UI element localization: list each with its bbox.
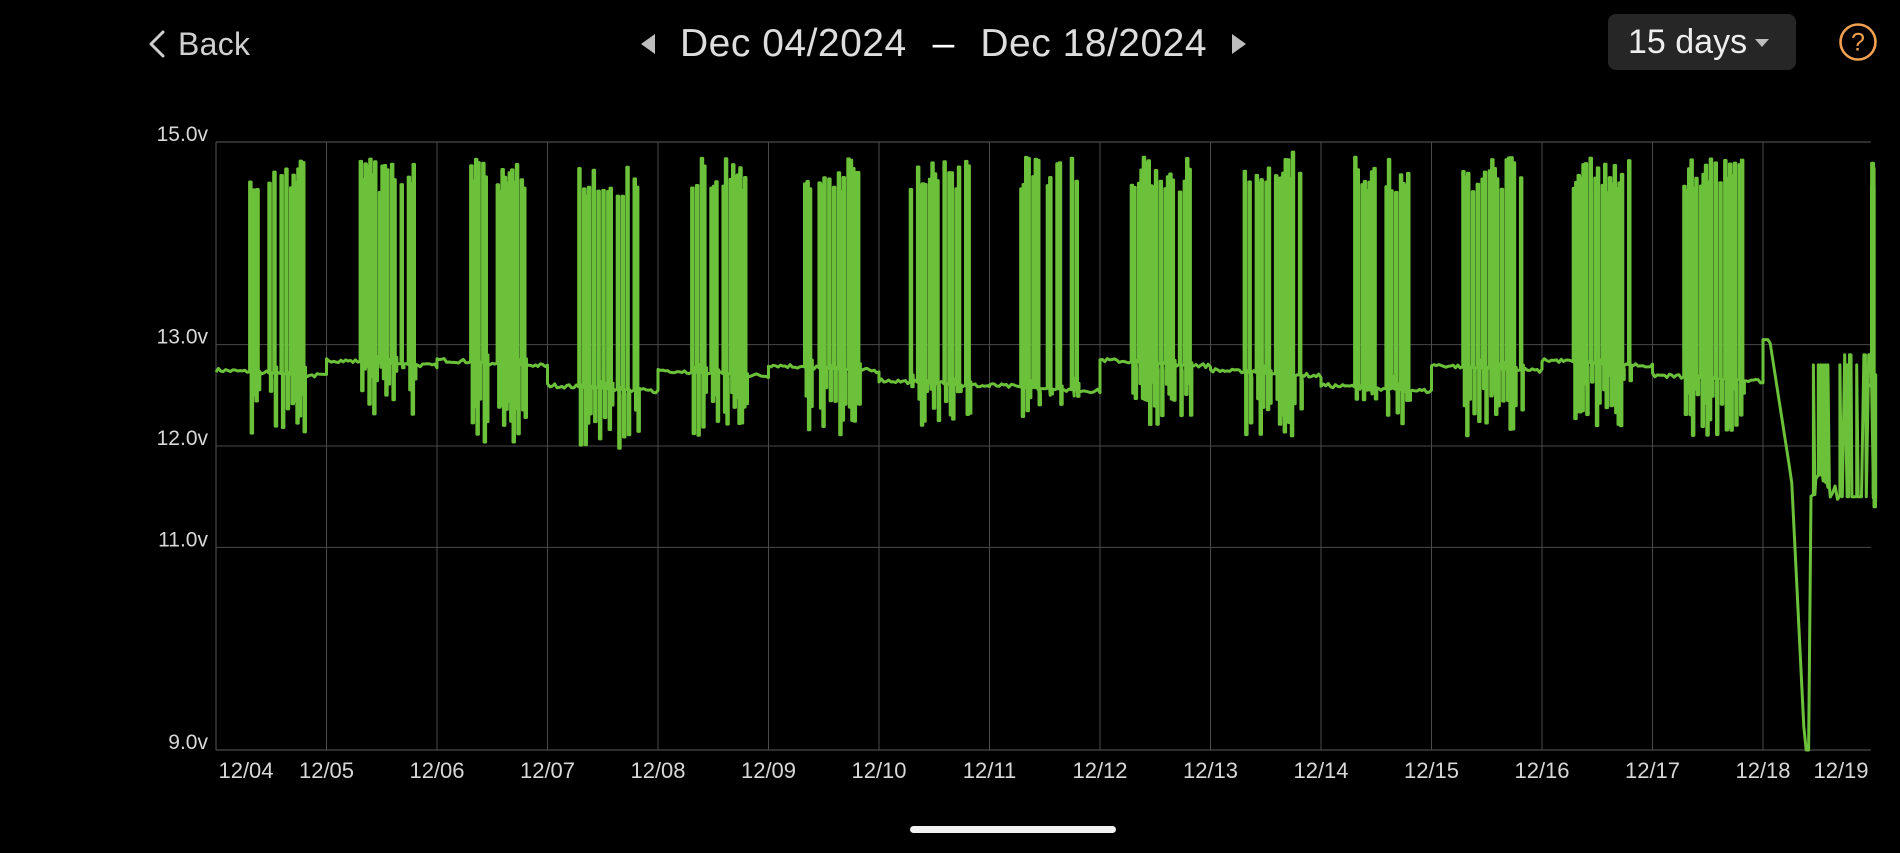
y-tick-label: 13.0v [157, 326, 209, 349]
help-button[interactable]: ? [1838, 22, 1878, 62]
range-separator: – [932, 22, 955, 65]
x-tick-label: 12/05 [299, 758, 354, 783]
grid-layer [215, 141, 1871, 751]
voltage-series-line [214, 150, 1878, 752]
question-circle-icon: ? [1839, 23, 1877, 61]
x-tick-label: 12/08 [630, 758, 685, 783]
line-layer [214, 150, 1878, 752]
back-label: Back [178, 25, 251, 62]
x-tick-label: 12/15 [1404, 758, 1459, 783]
x-tick-label: 12/11 [963, 758, 1016, 783]
y-tick-label: 12.0v [157, 427, 209, 450]
previous-range-button[interactable] [630, 26, 666, 62]
range-dropdown[interactable]: 15 days [1608, 14, 1796, 70]
x-tick-label: 12/14 [1293, 758, 1348, 783]
svg-text:?: ? [1851, 29, 1865, 57]
x-tick-label: 12/13 [1183, 758, 1238, 783]
date-range-navigator: Dec 04/2024 – Dec 18/2024 [630, 18, 1257, 70]
y-tick-label: 11.0v [158, 528, 208, 551]
label-layer: 9.0v 11.0v 12.0v 13.0v 15.0v 12/04 12/05 12/06 1… [157, 123, 1869, 783]
chevron-left-icon [149, 30, 165, 58]
x-tick-label: 12/12 [1072, 758, 1127, 783]
triangle-left-icon [641, 34, 655, 54]
back-button[interactable]: Back [148, 20, 250, 68]
x-tick-label: 12/19 [1813, 758, 1868, 783]
x-tick-label: 12/18 [1735, 758, 1790, 783]
x-tick-label: 12/17 [1625, 758, 1680, 783]
home-indicator[interactable] [910, 826, 1116, 833]
triangle-right-icon [1232, 34, 1247, 54]
x-tick-label: 12/06 [409, 758, 464, 783]
range-start-date: Dec 04/2024 [680, 22, 907, 65]
range-dropdown-value: 15 days [1628, 22, 1748, 61]
x-tick-label: 12/07 [520, 758, 575, 783]
y-tick-label: 9.0v [168, 731, 208, 754]
x-tick-label: 12/04 [218, 758, 273, 783]
x-tick-label: 12/10 [851, 758, 906, 783]
y-tick-label: 15.0v [157, 123, 209, 146]
x-tick-label: 12/09 [741, 758, 796, 783]
x-tick-label: 12/16 [1514, 758, 1569, 783]
caret-down-icon [1755, 39, 1769, 47]
range-end-date: Dec 18/2024 [980, 22, 1208, 65]
next-range-button[interactable] [1221, 26, 1257, 62]
